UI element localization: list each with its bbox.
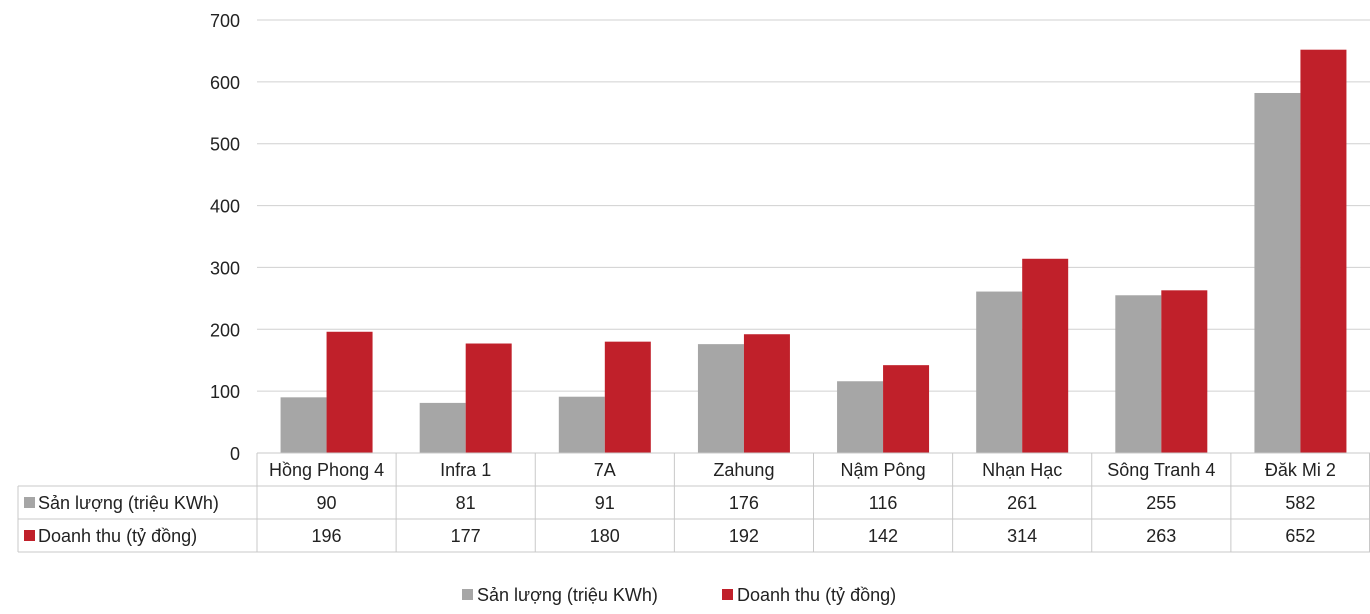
y-tick-label: 200: [210, 320, 240, 340]
bar-san-luong: [419, 402, 466, 453]
data-label: 255: [1146, 493, 1176, 513]
bar-san-luong: [280, 397, 327, 453]
category-label: Đăk Mi 2: [1265, 460, 1336, 480]
bar-doanh-thu: [326, 331, 373, 453]
bar-doanh-thu: [1300, 49, 1347, 453]
data-table: Hồng Phong 4 Infra 1 7A Zahung Nậm Pông Nhạn …: [17, 452, 1370, 553]
data-label: 116: [869, 493, 898, 513]
bar-san-luong: [976, 291, 1023, 453]
bar-doanh-thu: [743, 334, 790, 453]
table-series-label: Doanh thu (tỷ đồng): [38, 526, 197, 546]
table-legend-key: [24, 497, 35, 508]
bar-doanh-thu: [1022, 258, 1069, 453]
y-tick-label: 400: [210, 197, 240, 217]
gridlines: [257, 19, 1370, 392]
data-label: 196: [312, 526, 342, 546]
legend-swatch: [462, 589, 473, 600]
bar-san-luong: [1115, 295, 1162, 453]
category-label: Nhạn Hạc: [982, 460, 1062, 480]
data-label: 263: [1146, 526, 1176, 546]
bar-doanh-thu: [465, 343, 512, 453]
y-tick-label: 0: [230, 444, 240, 464]
data-label: 652: [1285, 526, 1315, 546]
bar-san-luong: [558, 396, 605, 453]
bar-san-luong: [1254, 92, 1301, 454]
data-label: 81: [456, 493, 476, 513]
table-legend-key: [24, 530, 35, 541]
category-label: Sông Tranh 4: [1107, 460, 1215, 480]
table-series-label: Sản lượng (triệu KWh): [38, 493, 219, 513]
bars: [280, 49, 1347, 454]
category-label: 7A: [594, 460, 616, 480]
bar-san-luong: [837, 381, 884, 453]
category-label: Nậm Pông: [841, 460, 926, 480]
data-label: 180: [590, 526, 620, 546]
legend-label: Sản lượng (triệu KWh): [477, 585, 658, 605]
legend: Sản lượng (triệu KWh) Doanh thu (tỷ đồng): [462, 585, 896, 605]
data-label: 314: [1007, 526, 1037, 546]
data-label: 142: [868, 526, 898, 546]
bar-san-luong: [697, 344, 744, 453]
y-tick-label: 600: [210, 73, 240, 93]
bar-doanh-thu: [604, 341, 651, 453]
y-tick-label: 700: [210, 11, 240, 31]
bar-doanh-thu: [1161, 290, 1208, 453]
y-tick-label: 100: [210, 382, 240, 402]
y-tick-label: 500: [210, 135, 240, 155]
legend-swatch: [722, 589, 733, 600]
y-axis-ticks: 0 100 200 300 400 500 600 700: [210, 11, 240, 464]
data-label: 90: [317, 493, 337, 513]
data-label: 176: [729, 493, 759, 513]
data-label: 91: [595, 493, 615, 513]
bar-doanh-thu: [883, 365, 930, 453]
category-label: Infra 1: [440, 460, 491, 480]
category-label: Zahung: [713, 460, 774, 480]
category-label: Hồng Phong 4: [269, 460, 384, 480]
data-label: 261: [1007, 493, 1037, 513]
legend-label: Doanh thu (tỷ đồng): [737, 585, 896, 605]
data-label: 192: [729, 526, 759, 546]
data-label: 582: [1285, 493, 1315, 513]
data-label: 177: [451, 526, 481, 546]
y-tick-label: 300: [210, 258, 240, 278]
